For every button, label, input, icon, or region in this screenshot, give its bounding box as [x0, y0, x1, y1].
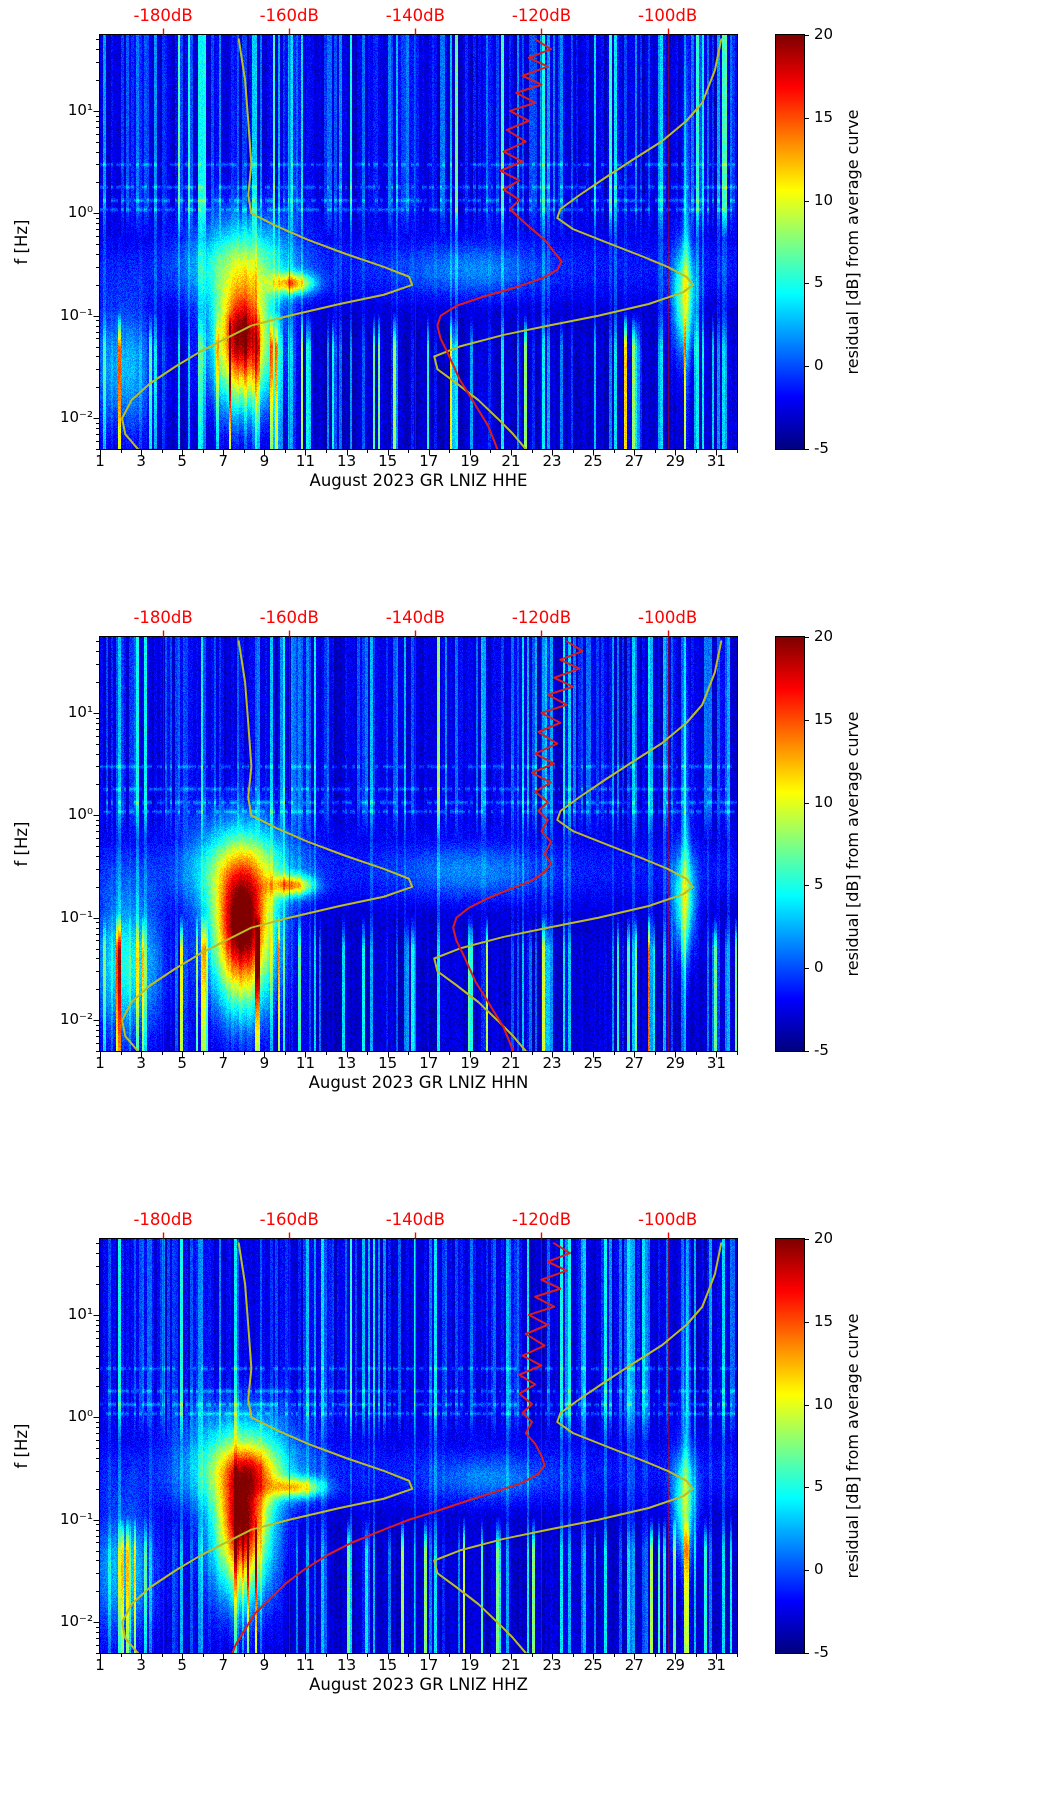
colorbar-tick-label: 20 [814, 627, 834, 645]
spectrogram-panel-hhe: -180dB -160dB -140dB -120dB -100dB 1 3 5 7 9 11 13 1… [0, 0, 1052, 602]
x-tick-label: 13 [337, 1656, 357, 1674]
x-tick-label: 17 [419, 1054, 439, 1072]
x-tick-label: 5 [177, 452, 187, 470]
x-axis-title: August 2023 GR LNIZ HHZ [309, 1675, 528, 1694]
x-tick-label: 13 [337, 1054, 357, 1072]
x-tick-label: 31 [706, 1656, 726, 1674]
colorbar-tick-label: -5 [814, 1643, 829, 1661]
x-tick-label: 17 [419, 1656, 439, 1674]
x-tick-label: 1 [95, 452, 105, 470]
x-tick-label: 15 [378, 1054, 398, 1072]
x-tick-label: 31 [706, 452, 726, 470]
spectrogram-heatmap [100, 35, 737, 449]
colorbar-label: residual [dB] from average curve [843, 1313, 862, 1579]
top-axis-tick-label: -180dB [133, 1210, 193, 1229]
colorbar-label: residual [dB] from average curve [843, 711, 862, 977]
x-tick-label: 27 [624, 452, 644, 470]
top-axis-tick-label: -100dB [637, 1210, 698, 1229]
x-tick-label: 7 [218, 452, 229, 470]
x-tick-label: 29 [665, 452, 685, 470]
y-tick-label: 10⁻¹ [59, 306, 93, 324]
y-tick-label: 10⁰ [67, 1407, 93, 1425]
y-axis-label: f [Hz] [12, 1423, 31, 1469]
x-axis-title: August 2023 GR LNIZ HHE [309, 471, 528, 490]
colorbar-tick-label: 20 [814, 1229, 834, 1247]
y-tick-label: 10¹ [67, 1305, 93, 1323]
top-axis-tick-label: -140dB [385, 608, 445, 627]
x-tick-label: 27 [624, 1656, 644, 1674]
top-axis-tick-label: -120dB [511, 608, 572, 627]
top-axis-tick-label: -140dB [385, 1210, 445, 1229]
y-axis-label: f [Hz] [12, 821, 31, 867]
x-tick-label: 17 [419, 452, 439, 470]
top-axis-tick-label: -100dB [637, 608, 698, 627]
x-tick-label: 29 [665, 1054, 685, 1072]
x-tick-label: 9 [259, 1656, 270, 1674]
x-tick-label: 7 [218, 1656, 229, 1674]
x-axis-title: August 2023 GR LNIZ HHN [308, 1073, 529, 1092]
colorbar-tick-label: -5 [814, 1041, 829, 1059]
x-tick-label: 7 [218, 1054, 229, 1072]
x-tick-label: 23 [542, 452, 562, 470]
colorbar-tick-label: -5 [814, 439, 829, 457]
x-tick-label: 23 [542, 1656, 562, 1674]
x-tick-label: 19 [460, 452, 480, 470]
y-axis-label: f [Hz] [12, 219, 31, 265]
x-tick-label: 11 [295, 1656, 316, 1674]
y-tick-label: 10⁻² [59, 1612, 93, 1630]
x-tick-label: 11 [295, 1054, 316, 1072]
colorbar-label: residual [dB] from average curve [843, 109, 862, 375]
colorbar [776, 637, 804, 1051]
y-tick-label: 10⁻¹ [59, 1510, 93, 1528]
top-axis-tick-label: -160dB [259, 1210, 319, 1229]
x-tick-label: 19 [460, 1054, 480, 1072]
x-tick-label: 13 [337, 452, 357, 470]
y-tick-label: 10¹ [67, 703, 93, 721]
x-tick-label: 21 [501, 1656, 521, 1674]
x-tick-label: 9 [259, 452, 270, 470]
x-tick-label: 3 [136, 452, 146, 470]
top-axis-tick-label: -140dB [385, 6, 445, 25]
x-tick-label: 25 [583, 1656, 603, 1674]
y-tick-label: 10⁻² [59, 1010, 93, 1028]
x-tick-label: 25 [583, 452, 603, 470]
x-tick-label: 15 [378, 452, 398, 470]
x-tick-label: 1 [95, 1054, 105, 1072]
colorbar-tick-label: 20 [814, 25, 834, 43]
top-axis-tick-label: -180dB [133, 6, 193, 25]
x-tick-label: 27 [624, 1054, 644, 1072]
x-tick-label: 5 [177, 1054, 187, 1072]
y-tick-label: 10⁰ [67, 805, 93, 823]
x-tick-label: 29 [665, 1656, 685, 1674]
x-tick-label: 5 [177, 1656, 187, 1674]
top-axis-tick-label: -160dB [259, 608, 319, 627]
spectrogram-panel-hhn: -180dB -160dB -140dB -120dB -100dB 1 3 5 7 9 11 13 1… [0, 602, 1052, 1204]
colorbar [776, 1239, 804, 1653]
x-tick-label: 9 [259, 1054, 270, 1072]
colorbar [776, 35, 804, 449]
x-tick-label: 31 [706, 1054, 726, 1072]
top-axis-tick-label: -100dB [637, 6, 698, 25]
x-tick-label: 11 [295, 452, 316, 470]
y-tick-label: 10¹ [67, 101, 93, 119]
x-tick-label: 3 [136, 1656, 146, 1674]
x-tick-label: 3 [136, 1054, 146, 1072]
x-tick-label: 1 [95, 1656, 105, 1674]
spectrogram-heatmap [100, 637, 737, 1051]
top-axis-tick-label: -120dB [511, 1210, 572, 1229]
x-tick-label: 21 [501, 1054, 521, 1072]
x-tick-label: 19 [460, 1656, 480, 1674]
x-tick-label: 21 [501, 452, 521, 470]
top-axis-tick-label: -160dB [259, 6, 319, 25]
top-axis-tick-label: -120dB [511, 6, 572, 25]
x-tick-label: 15 [378, 1656, 398, 1674]
y-tick-label: 10⁻² [59, 408, 93, 426]
x-tick-label: 25 [583, 1054, 603, 1072]
y-tick-label: 10⁰ [67, 203, 93, 221]
y-tick-label: 10⁻¹ [59, 908, 93, 926]
top-axis-tick-label: -180dB [133, 608, 193, 627]
spectrogram-panel-hhz: -180dB -160dB -140dB -120dB -100dB 1 3 5 7 9 11 13 1… [0, 1204, 1052, 1806]
x-tick-label: 23 [542, 1054, 562, 1072]
spectrogram-heatmap [100, 1239, 737, 1653]
